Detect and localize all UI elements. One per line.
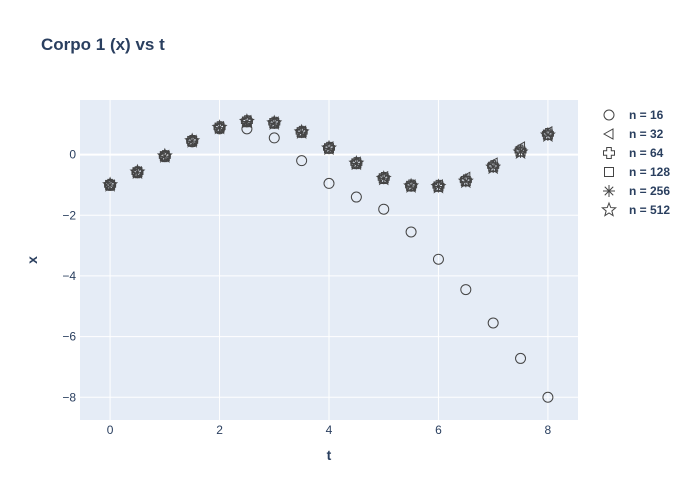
data-point	[321, 139, 337, 156]
data-point	[184, 132, 201, 148]
data-point	[323, 142, 335, 155]
data-point	[211, 119, 228, 135]
data-point	[487, 161, 500, 174]
legend-label: n = 128	[629, 165, 670, 179]
legend-marker	[603, 185, 615, 197]
x-tick-label: 6	[435, 423, 442, 437]
legend-item[interactable]: n = 32	[602, 127, 664, 141]
data-point	[541, 128, 554, 141]
legend-label: n = 256	[629, 184, 670, 198]
data-point	[378, 203, 390, 215]
data-point	[129, 163, 146, 179]
data-point	[542, 391, 554, 403]
legend-label: n = 64	[629, 146, 664, 160]
data-point	[186, 134, 199, 147]
legend-marker	[601, 201, 617, 217]
data-point	[485, 158, 502, 175]
data-point	[104, 178, 117, 191]
data-point	[405, 226, 417, 238]
x-tick-label: 2	[216, 423, 223, 437]
legend-item[interactable]: n = 64	[603, 146, 664, 160]
data-point	[460, 284, 472, 296]
legend-label: n = 512	[629, 203, 670, 217]
data-point	[158, 150, 171, 163]
data-point	[515, 352, 527, 364]
x-tick-label: 0	[107, 423, 114, 437]
data-point	[295, 125, 307, 138]
x-tick-label: 4	[326, 423, 333, 437]
legend-label: n = 16	[629, 108, 664, 122]
data-point	[156, 147, 173, 163]
data-point	[268, 132, 280, 144]
data-point	[296, 155, 308, 167]
data-point	[238, 113, 255, 129]
legend-marker	[603, 109, 615, 121]
data-point	[266, 114, 283, 130]
y-tick-label: −2	[62, 208, 76, 222]
data-point	[512, 143, 529, 159]
data-point	[131, 166, 144, 179]
data-point	[213, 121, 226, 134]
data-point	[350, 157, 363, 170]
data-point	[240, 114, 252, 127]
data-point	[295, 126, 308, 139]
series-5-points	[104, 115, 554, 193]
data-point	[539, 126, 556, 142]
data-point	[514, 145, 527, 158]
data-point	[487, 317, 499, 329]
data-point	[268, 117, 281, 130]
y-axis-title: x	[24, 256, 40, 264]
legend-item[interactable]: n = 128	[604, 165, 671, 179]
x-axis-title: t	[327, 447, 332, 463]
legend-item[interactable]: n = 16	[603, 108, 664, 122]
data-point	[350, 191, 362, 203]
y-tick-label: 0	[69, 148, 76, 162]
y-tick-labels: 0 −2 −4 −6 −8	[62, 148, 76, 405]
data-point	[403, 177, 420, 193]
data-point	[432, 253, 444, 265]
data-point	[323, 177, 335, 189]
y-tick-label: −8	[62, 390, 76, 404]
data-point	[430, 178, 447, 194]
series-6-points	[102, 113, 556, 194]
data-point	[377, 172, 390, 185]
legend-item[interactable]: n = 512	[601, 201, 670, 217]
data-point	[432, 180, 445, 193]
legend[interactable]: n = 16 n = 32 n = 64 n = 128 n = 256 n = 512	[601, 108, 671, 217]
y-tick-label: −6	[62, 330, 76, 344]
data-points	[102, 113, 556, 403]
x-tick-labels: 0 2 4 6 8	[107, 423, 552, 437]
legend-label: n = 32	[629, 127, 664, 141]
x-tick-label: 8	[545, 423, 552, 437]
data-point	[457, 172, 474, 189]
legend-marker	[603, 147, 615, 159]
data-point	[459, 175, 472, 188]
data-point	[240, 115, 253, 128]
chart-title: Corpo 1 (x) vs t	[41, 35, 165, 54]
data-point	[102, 176, 119, 192]
data-point	[405, 179, 418, 192]
y-tick-label: −4	[62, 269, 76, 283]
data-point	[213, 120, 225, 133]
legend-item[interactable]: n = 256	[603, 184, 670, 198]
data-point	[348, 154, 365, 171]
data-point	[375, 170, 392, 186]
legend-marker	[604, 167, 614, 177]
legend-marker	[602, 128, 614, 140]
data-point	[293, 123, 310, 139]
